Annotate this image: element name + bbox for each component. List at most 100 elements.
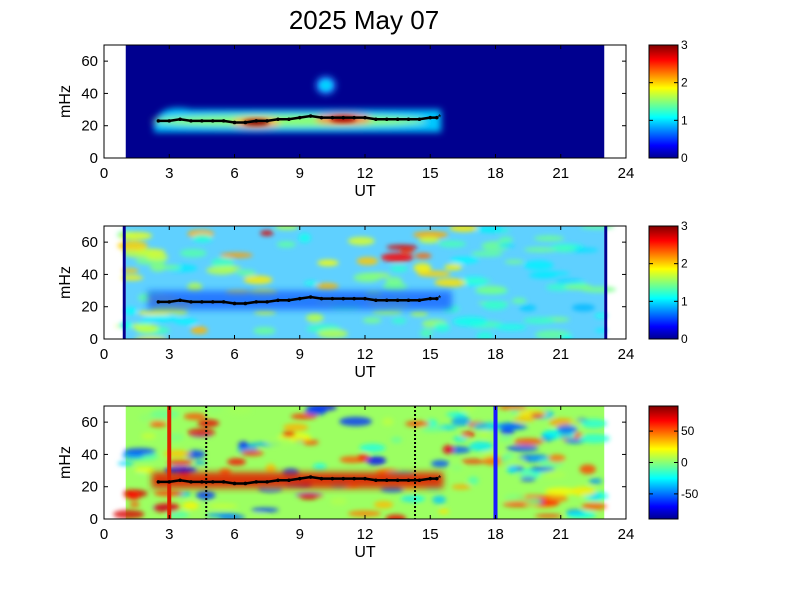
ridge-point <box>232 120 237 125</box>
ridge-point <box>384 117 389 122</box>
x-tick-label: 12 <box>357 526 374 543</box>
ridge-point <box>178 478 182 483</box>
colorbar-tick-label: 1 <box>681 113 688 127</box>
ridge-point <box>243 120 248 125</box>
ridge-point <box>434 115 439 120</box>
ridge-point <box>330 115 335 120</box>
x-tick-label: 6 <box>230 165 238 182</box>
ridge-point <box>265 300 269 304</box>
ridge-point <box>428 476 433 481</box>
positive-band <box>151 472 444 489</box>
x-tick-label: 15 <box>422 526 439 543</box>
colorbar-tick-label: 2 <box>681 257 688 271</box>
ridge-point <box>363 296 367 301</box>
ridge-point <box>363 115 367 120</box>
ridge-point <box>341 115 346 120</box>
ridge-point <box>352 115 356 120</box>
ridge-point <box>384 298 389 303</box>
x-tick-label: 12 <box>357 346 374 363</box>
heatmap-texture <box>113 406 610 519</box>
x-tick-label: 0 <box>100 526 108 543</box>
ridge-point <box>297 296 302 301</box>
x-tick-label: 0 <box>100 165 108 182</box>
x-tick-label: 18 <box>487 165 504 182</box>
x-tick-label: 3 <box>165 346 173 363</box>
ridge-point <box>417 478 422 483</box>
ridge-point <box>406 298 411 303</box>
ridge-point <box>308 295 313 299</box>
ridge-point <box>428 296 433 301</box>
colorbar <box>648 225 679 340</box>
figure-title: 2025 May 07 <box>289 5 439 35</box>
y-tick-label: 20 <box>81 118 98 135</box>
y-tick-label: 20 <box>81 479 98 496</box>
x-axis-label: UT <box>354 183 376 200</box>
ridge-point <box>178 117 182 122</box>
ridge-point <box>352 476 356 481</box>
x-tick-label: 6 <box>230 346 238 363</box>
y-tick-label: 60 <box>81 53 98 70</box>
ridge-point <box>254 480 259 484</box>
x-tick-label: 9 <box>296 165 304 182</box>
ridge-point <box>276 298 280 303</box>
ridge-point <box>232 481 237 486</box>
y-tick-label: 40 <box>81 446 98 463</box>
colorbar-tick-label: 3 <box>681 219 688 233</box>
ridge-point <box>308 114 313 118</box>
ridge-point <box>265 480 269 484</box>
x-tick-label: 15 <box>422 346 439 363</box>
ridge-point <box>341 476 346 481</box>
ridge-point <box>287 117 291 122</box>
ridge-point <box>167 119 172 123</box>
ridge-point <box>363 476 367 481</box>
ridge-point <box>417 298 422 303</box>
ridge-point <box>308 475 313 479</box>
colorbar-tick-label: 0 <box>681 456 688 470</box>
ridge-point <box>319 115 324 120</box>
ridge-point <box>232 301 237 306</box>
ridge-point <box>319 296 324 301</box>
ridge-point <box>265 119 269 123</box>
y-tick-label: 0 <box>90 150 98 167</box>
ridge-point <box>189 480 193 484</box>
ridge-point <box>341 296 346 301</box>
ridge-point <box>178 298 182 303</box>
ridge-point <box>434 476 439 481</box>
ridge-point <box>200 119 204 123</box>
x-tick-label: 21 <box>552 526 569 543</box>
x-tick-label: 21 <box>552 346 569 363</box>
plot-area-2: * <box>115 226 617 339</box>
edge-left <box>122 226 126 339</box>
ridge-point <box>374 298 378 303</box>
ridge-point <box>276 117 280 122</box>
ridge-end-marker: * <box>438 113 442 123</box>
colorbar-tick-label: 50 <box>681 424 695 438</box>
x-tick-label: 0 <box>100 346 108 363</box>
ridge-point <box>297 115 302 120</box>
y-tick-label: 60 <box>81 414 98 431</box>
x-tick-label: 12 <box>357 165 374 182</box>
ridge-point <box>330 476 335 481</box>
edge-right <box>604 226 608 339</box>
ridge-point <box>167 300 172 304</box>
ridge-end-marker: * <box>438 294 442 304</box>
ridge-point <box>374 117 378 122</box>
hotspot-3 <box>319 80 332 91</box>
ridge-point <box>287 298 291 303</box>
ridge-point <box>221 119 226 123</box>
ridge-end-marker: * <box>438 474 442 484</box>
ridge-point <box>395 117 400 122</box>
ridge-point <box>428 115 433 120</box>
y-tick-label: 20 <box>81 299 98 316</box>
x-tick-label: 3 <box>165 526 173 543</box>
ridge-point <box>243 481 248 486</box>
y-axis-label: mHz <box>57 266 74 299</box>
ridge-point <box>276 478 280 483</box>
ridge-point <box>156 300 161 304</box>
ridge-point <box>330 296 335 301</box>
ridge-point <box>384 478 389 483</box>
ridge-point <box>417 117 422 122</box>
ridge-point <box>210 300 215 304</box>
